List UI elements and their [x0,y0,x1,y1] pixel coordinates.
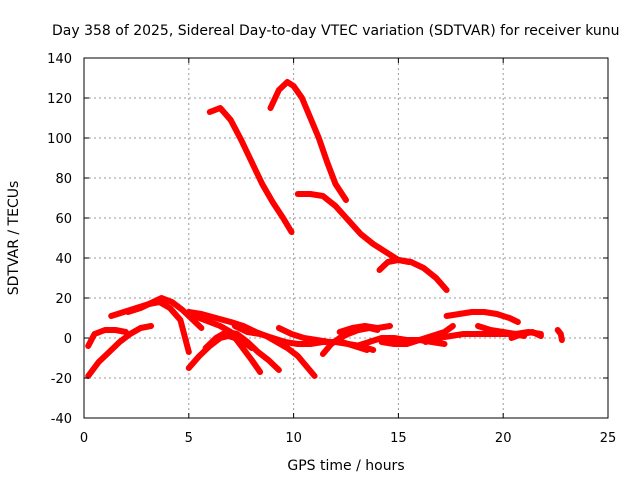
series-line-s23 [554,327,565,343]
series-line-s6 [85,327,129,349]
x-tick-label: 5 [185,431,193,446]
x-tick-label: 15 [390,431,407,446]
series-line-s5 [85,323,155,379]
series-line-s8 [125,295,205,331]
series-line-s16 [336,323,393,335]
y-tick-label: -20 [51,372,72,387]
series-line-s20 [443,309,521,325]
series-line-s18 [378,323,456,347]
x-tick-label: 0 [80,431,88,446]
x-tick-label: 10 [285,431,302,446]
series-line-s11 [202,329,282,373]
y-tick-label: 20 [55,292,72,307]
y-tick-label: 80 [55,172,72,187]
data-series [85,79,565,379]
series-line-s4 [376,257,412,273]
series-line-s14 [275,325,370,353]
series-line-s2 [267,79,349,203]
chart-title: Day 358 of 2025, Sidereal Day-to-day VTE… [52,23,620,39]
series-line-s3 [294,191,450,293]
y-tick-label: 40 [55,252,72,267]
grid-lines [84,58,608,418]
y-tick-label: 140 [47,52,72,67]
series-line-s1 [206,105,295,235]
x-tick-label: 25 [600,431,617,446]
axis-ticks: 0 5 10 15 20 25 -40 -20 0 20 40 60 80 100 120 140 [47,52,616,446]
series-line-s9 [185,309,264,375]
y-tick-label: 0 [64,332,72,347]
y-axis-title: SDTVAR / TECUs [6,181,22,296]
y-tick-label: 60 [55,212,72,227]
series-line-s22 [508,329,544,341]
y-tick-label: -40 [51,412,72,427]
plot-frame [83,57,609,419]
x-tick-label: 20 [495,431,512,446]
y-tick-label: 120 [47,92,72,107]
y-tick-label: 100 [47,132,72,147]
x-axis-title: GPS time / hours [287,458,404,474]
